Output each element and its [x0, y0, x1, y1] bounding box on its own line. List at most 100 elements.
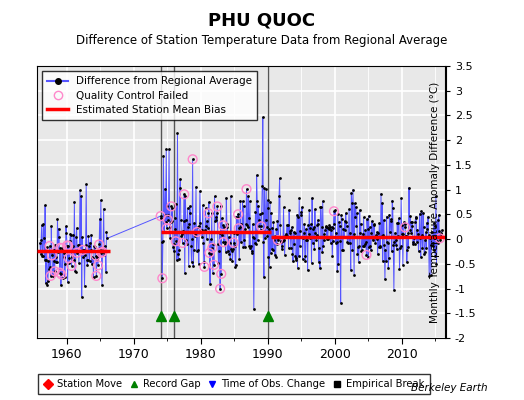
Point: [336, 299, 345, 306]
Point: [57, 282, 65, 288]
Point: [73, 250, 81, 256]
Point: [82, 181, 91, 187]
Point: [257, 210, 266, 216]
Point: [94, 262, 102, 268]
Point: [213, 203, 222, 210]
Point: [273, 218, 281, 224]
Point: [347, 190, 355, 196]
Point: [403, 230, 412, 236]
Point: [255, 223, 264, 230]
Point: [287, 226, 296, 233]
Point: [369, 222, 378, 228]
Point: [285, 207, 293, 213]
Point: [301, 252, 309, 259]
Point: [280, 236, 288, 243]
Point: [48, 252, 56, 258]
Point: [229, 246, 237, 252]
Point: [377, 190, 385, 197]
Point: [214, 260, 223, 266]
Point: [398, 221, 407, 228]
Point: [375, 244, 383, 250]
Point: [423, 219, 431, 226]
Point: [168, 217, 176, 224]
Point: [63, 242, 71, 249]
Point: [374, 229, 383, 236]
Point: [158, 239, 166, 246]
Point: [436, 237, 444, 243]
Point: [330, 221, 339, 228]
Point: [386, 229, 394, 235]
Point: [95, 241, 103, 248]
Point: [238, 229, 246, 235]
Point: [363, 226, 372, 232]
Point: [417, 253, 425, 260]
Point: [417, 208, 425, 214]
Point: [63, 279, 72, 285]
Point: [275, 193, 283, 200]
Point: [165, 146, 173, 152]
Point: [313, 217, 322, 223]
Point: [171, 238, 180, 244]
Point: [54, 226, 63, 232]
Point: [221, 239, 229, 245]
Point: [383, 213, 391, 220]
Point: [433, 238, 441, 245]
Point: [280, 252, 289, 258]
Point: [300, 221, 309, 227]
Point: [61, 274, 69, 280]
Point: [304, 231, 313, 238]
Point: [255, 217, 263, 223]
Point: [414, 231, 422, 237]
Point: [92, 273, 101, 279]
Point: [192, 184, 200, 190]
Point: [92, 252, 100, 259]
Point: [56, 245, 64, 251]
Point: [408, 222, 416, 229]
Point: [401, 224, 409, 230]
Point: [79, 247, 87, 253]
Point: [251, 240, 259, 246]
Point: [339, 226, 347, 232]
Point: [204, 210, 213, 216]
Point: [94, 262, 102, 268]
Point: [290, 230, 299, 236]
Point: [423, 226, 432, 232]
Point: [68, 263, 76, 269]
Point: [270, 252, 279, 258]
Point: [285, 245, 293, 251]
Point: [346, 267, 355, 273]
Point: [418, 245, 427, 252]
Point: [263, 224, 271, 230]
Point: [435, 235, 444, 242]
Point: [432, 260, 441, 267]
Point: [345, 206, 353, 212]
Point: [294, 214, 302, 220]
Point: [430, 220, 438, 226]
Point: [162, 225, 171, 232]
Point: [75, 242, 84, 248]
Point: [330, 208, 338, 214]
Point: [305, 234, 314, 241]
Point: [323, 224, 331, 230]
Point: [365, 213, 373, 219]
Point: [311, 230, 320, 236]
Point: [289, 229, 298, 236]
Point: [168, 205, 177, 211]
Point: [193, 224, 202, 230]
Point: [358, 230, 367, 237]
Point: [281, 231, 290, 237]
Point: [435, 235, 444, 242]
Point: [327, 227, 335, 233]
Point: [391, 230, 399, 236]
Point: [213, 203, 222, 210]
Point: [253, 172, 261, 178]
Point: [329, 238, 337, 244]
Point: [435, 228, 443, 234]
Point: [378, 258, 387, 264]
Point: [87, 232, 95, 238]
Point: [367, 247, 375, 253]
Point: [103, 235, 111, 242]
Point: [231, 264, 239, 270]
Point: [165, 212, 173, 218]
Point: [75, 260, 83, 266]
